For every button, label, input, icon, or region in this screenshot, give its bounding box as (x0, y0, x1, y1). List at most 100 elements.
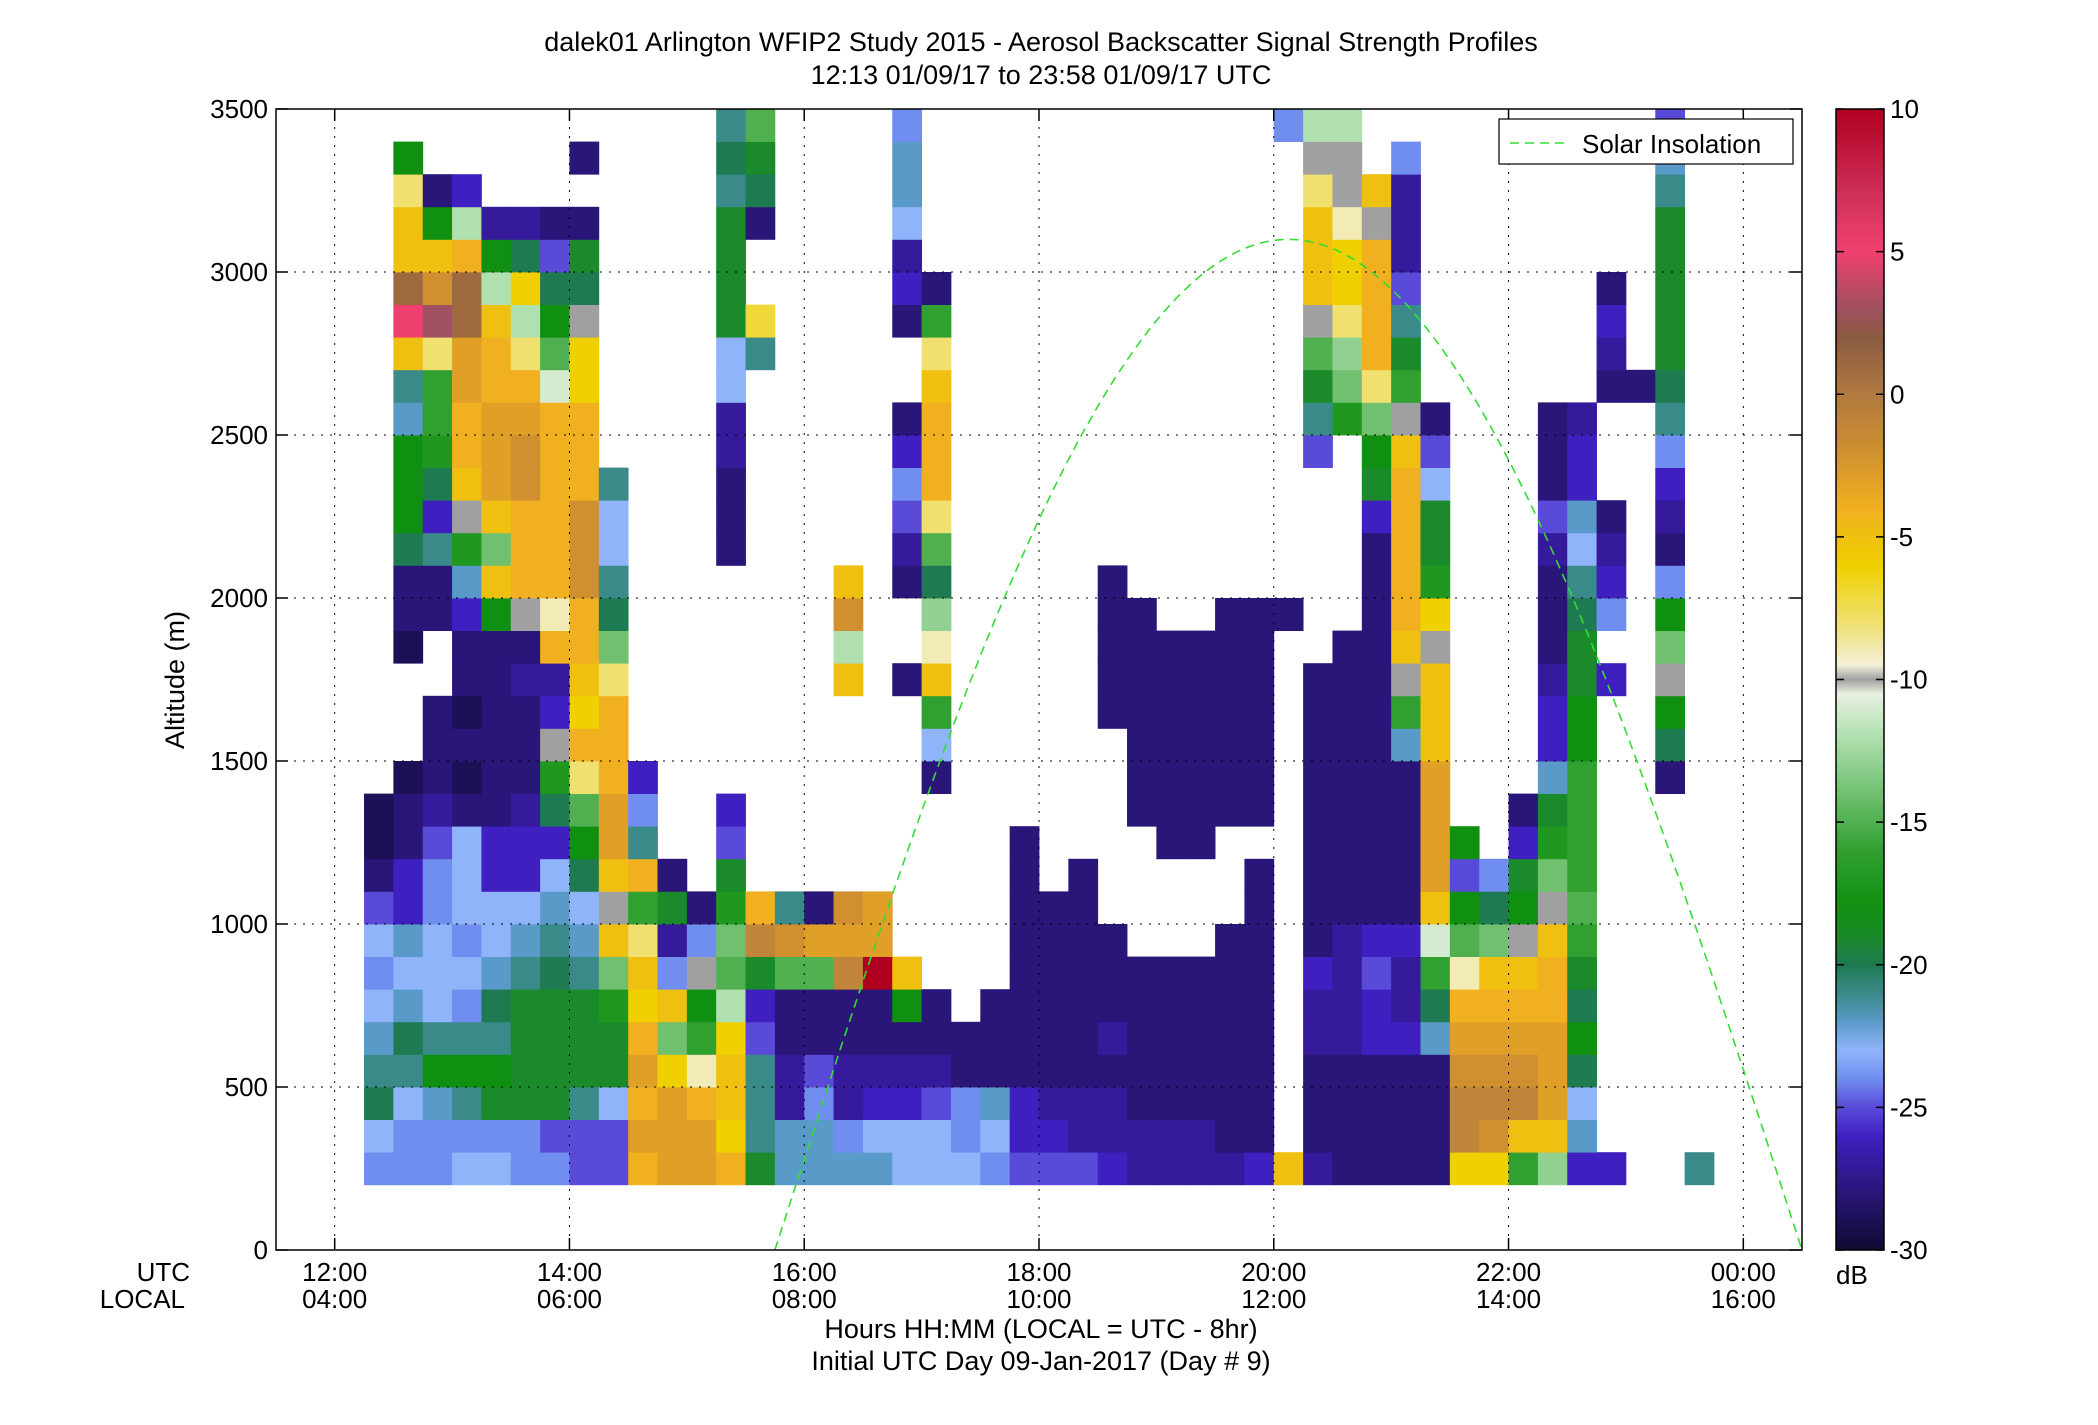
heatmap-cell (422, 369, 453, 403)
heatmap-cell (1508, 858, 1539, 892)
heatmap-cell (921, 435, 952, 468)
heatmap-cell (628, 956, 658, 990)
heatmap-cell (422, 989, 453, 1023)
heatmap-cell (598, 858, 629, 892)
heatmap-cell (1567, 924, 1597, 957)
heatmap-cell (1039, 1119, 1069, 1153)
heatmap-cell (657, 1119, 688, 1153)
heatmap-cell (892, 141, 923, 175)
heatmap-cell (1244, 858, 1275, 892)
heatmap-cell (1303, 1021, 1333, 1055)
y-tick-label: 2000 (210, 583, 268, 613)
heatmap-cell (1215, 663, 1245, 697)
heatmap-cell (1655, 663, 1686, 697)
heatmap-cell (1361, 728, 1392, 762)
heatmap-cell (921, 598, 952, 631)
heatmap-cell (1244, 1054, 1275, 1088)
heatmap-cell (745, 141, 776, 175)
heatmap-cell (921, 1021, 952, 1055)
heatmap-cell (1127, 728, 1157, 762)
heatmap-cell (1391, 435, 1421, 468)
heatmap-cell (1537, 467, 1568, 501)
heatmap-cell (1039, 1087, 1069, 1120)
heatmap-cell (1332, 1119, 1363, 1153)
heatmap-cell (1420, 924, 1451, 957)
heatmap-cell (540, 402, 570, 436)
heatmap-cell (1420, 858, 1451, 892)
heatmap-cell (921, 1087, 952, 1120)
heatmap-cell (1185, 1152, 1216, 1186)
heatmap-cell (1361, 793, 1392, 827)
heatmap-cell (1567, 989, 1597, 1023)
heatmap-cell (1215, 1087, 1245, 1120)
heatmap-cell (804, 956, 834, 990)
heatmap-cell (1068, 858, 1099, 892)
heatmap-cell (892, 500, 923, 534)
heatmap-cell (1655, 239, 1686, 273)
heatmap-cell (1655, 435, 1686, 468)
heatmap-cell (1420, 793, 1451, 827)
heatmap-cell (1185, 793, 1216, 827)
heatmap-cell (1361, 630, 1392, 664)
heatmap-cell (1244, 1021, 1275, 1055)
heatmap-cell (598, 532, 629, 566)
heatmap-cell (833, 630, 864, 664)
heatmap-cell (1567, 1054, 1597, 1088)
heatmap-cell (862, 1119, 893, 1153)
heatmap-cell (422, 532, 453, 566)
heatmap-cell (950, 1021, 981, 1055)
heatmap-cell (657, 858, 688, 892)
heatmap-cell (364, 858, 394, 892)
utc-tick-label: 12:00 (302, 1257, 367, 1287)
heatmap-cell (1361, 891, 1392, 925)
local-tick-label: 10:00 (1006, 1284, 1071, 1314)
heatmap-cell (716, 826, 746, 860)
heatmap-cell (657, 1087, 688, 1120)
heatmap-cell (1655, 402, 1686, 436)
heatmap-cell (1625, 369, 1656, 403)
heatmap-cell (393, 206, 424, 240)
heatmap-cell (422, 826, 453, 860)
heatmap-cell (862, 989, 893, 1023)
heatmap-cell (540, 206, 570, 240)
heatmap-cell (1537, 598, 1568, 631)
heatmap-cell (745, 1054, 776, 1088)
heatmap-cell (745, 924, 776, 957)
heatmap-cell (1332, 402, 1363, 436)
heatmap-cell (1215, 728, 1245, 762)
heatmap-cell (452, 793, 482, 827)
heatmap-cell (569, 1021, 600, 1055)
heatmap-cell (1185, 826, 1216, 860)
colorbar-tick-label: -20 (1890, 950, 1928, 980)
heatmap-cell (1332, 695, 1363, 729)
heatmap-cell (364, 1152, 394, 1186)
heatmap-cell (921, 565, 952, 599)
heatmap-cell (1655, 304, 1686, 338)
heatmap-cell (833, 1021, 864, 1055)
heatmap-cell (745, 956, 776, 990)
heatmap-cell (452, 630, 482, 664)
heatmap-cell (540, 532, 570, 566)
heatmap-cell (1361, 239, 1392, 273)
heatmap-cell (422, 500, 453, 534)
heatmap-cell (1361, 1152, 1392, 1186)
heatmap-cell (569, 793, 600, 827)
heatmap-cell (364, 956, 394, 990)
heatmap-cell (1420, 598, 1451, 631)
heatmap-cell (481, 695, 512, 729)
heatmap-cell (1479, 891, 1509, 925)
heatmap-cell (598, 467, 629, 501)
heatmap-cells (364, 109, 1715, 1186)
heatmap-cell (628, 989, 658, 1023)
heatmap-cell (980, 1021, 1011, 1055)
heatmap-cell (1449, 924, 1480, 957)
heatmap-cell (1215, 695, 1245, 729)
heatmap-cell (1420, 467, 1451, 501)
heatmap-cell (452, 826, 482, 860)
heatmap-cell (1420, 728, 1451, 762)
heatmap-cell (540, 891, 570, 925)
heatmap-cell (686, 1119, 717, 1153)
heatmap-cell (862, 1087, 893, 1120)
heatmap-cell (745, 891, 776, 925)
